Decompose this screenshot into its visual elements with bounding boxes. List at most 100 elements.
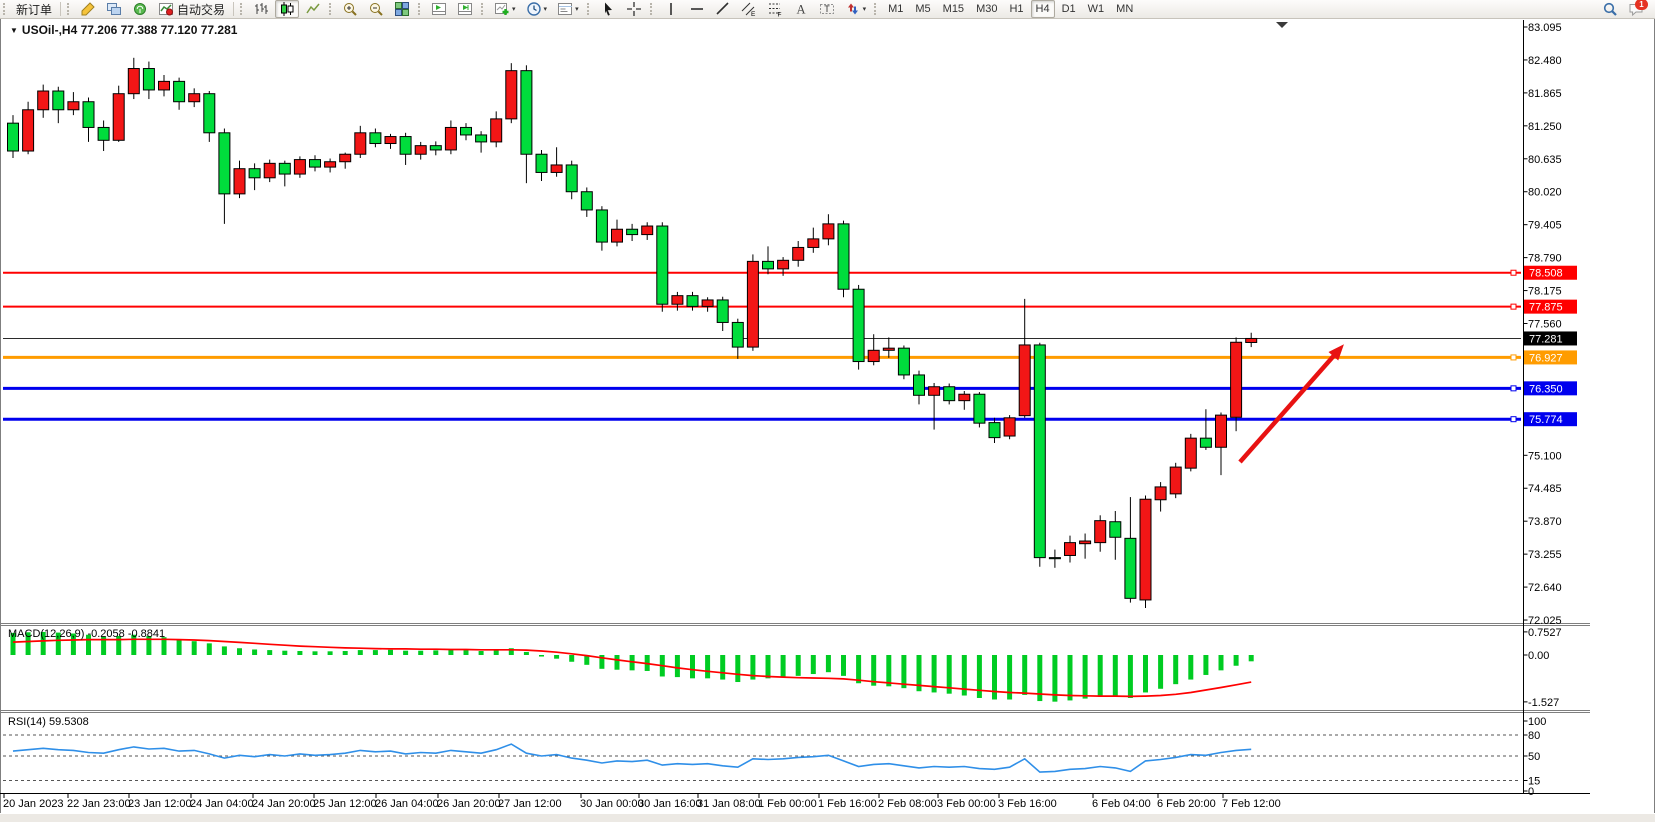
periods-clock-button[interactable]: ▾ — [522, 0, 552, 18]
resistance-line-2-handle[interactable] — [1510, 303, 1517, 310]
toolbar-left-groups: 新订单 自动交易 ▾ ▾ ▾ E F A T ▾ M1 M5 M15 M30 H1 H4 D1 W1 MN — [0, 0, 1139, 18]
new-order-button-label: 新订单 — [16, 2, 53, 17]
search-button[interactable] — [1598, 0, 1622, 18]
trendline-icon — [715, 1, 731, 17]
autotrading-button[interactable]: 自动交易 — [154, 0, 229, 18]
objects-window-button[interactable] — [453, 0, 477, 18]
timeframe-mn-button[interactable]: MN — [1116, 3, 1134, 15]
svg-text:26 Jan 20:00: 26 Jan 20:00 — [437, 798, 501, 810]
svg-text:83.095: 83.095 — [1528, 22, 1562, 34]
dropdown-caret-icon[interactable]: ▾ — [543, 6, 548, 13]
cursor-button[interactable] — [596, 0, 620, 18]
zoom-in-icon — [342, 1, 358, 17]
toolbar-grip — [874, 3, 878, 15]
dropdown-caret-icon[interactable]: ▾ — [575, 6, 579, 13]
chart-plot-area[interactable] — [3, 21, 1521, 794]
objects-window-icon — [457, 1, 473, 17]
indicators-window-icon — [431, 1, 447, 17]
chat-button[interactable]: 1 — [1624, 0, 1648, 18]
svg-text:77.875: 77.875 — [1529, 302, 1563, 314]
svg-text:81.250: 81.250 — [1528, 121, 1562, 133]
svg-text:27 Jan 12:00: 27 Jan 12:00 — [498, 798, 562, 810]
svg-text:30 Jan 00:00: 30 Jan 00:00 — [580, 798, 644, 810]
timeframe-d1-button[interactable]: D1 — [1061, 3, 1076, 15]
add-indicator-icon — [494, 1, 510, 17]
arrows-button[interactable]: ▾ — [841, 0, 871, 18]
svg-text:0: 0 — [1528, 786, 1534, 798]
svg-text:75.100: 75.100 — [1528, 450, 1562, 462]
metaeditor-button[interactable] — [76, 0, 100, 18]
cursor-icon — [600, 1, 616, 17]
trendline-button[interactable] — [711, 0, 735, 18]
line-chart-button[interactable] — [301, 0, 325, 18]
timeframe-h4-button[interactable]: H4 — [1030, 0, 1055, 18]
toolbar-grip — [240, 3, 244, 15]
toolbar-grip — [329, 3, 333, 15]
price-axis: 83.095 82.480 81.865 81.250 80.635 80.020 79.4… — [0, 20, 1590, 798]
crosshair-icon — [626, 1, 642, 17]
indicators-window-button[interactable] — [427, 0, 451, 18]
timeframe-m1-button[interactable]: M1 — [888, 3, 904, 15]
zoom-in-button[interactable] — [338, 0, 362, 18]
bar-chart-button[interactable] — [249, 0, 273, 18]
svg-text:26 Jan 04:00: 26 Jan 04:00 — [375, 798, 439, 810]
strategy-tester-icon — [132, 1, 148, 17]
metaeditor-icon — [80, 1, 96, 17]
horizontal-line-icon — [689, 1, 705, 17]
rsi-panel — [3, 734, 1521, 781]
resistance-line-1-handle[interactable] — [1510, 269, 1517, 276]
add-indicator-button[interactable]: ▾ — [490, 0, 520, 18]
svg-text:73.255: 73.255 — [1528, 549, 1562, 561]
horizontal-level-lines[interactable] — [3, 269, 1521, 423]
timeframe-h1-button[interactable]: H1 — [1009, 3, 1024, 15]
symbol-expand-icon[interactable]: ▼ — [10, 26, 18, 35]
arrow-annotation[interactable] — [1238, 344, 1344, 464]
svg-text:31 Jan 08:00: 31 Jan 08:00 — [697, 798, 761, 810]
timeframe-m15-button[interactable]: M15 — [942, 3, 965, 15]
timeframe-m5-button[interactable]: M5 — [915, 3, 931, 15]
dropdown-caret-icon[interactable]: ▾ — [862, 6, 867, 13]
text-button[interactable]: A — [789, 0, 813, 18]
zoom-out-button[interactable] — [364, 0, 388, 18]
toolbar-grip — [586, 3, 591, 15]
svg-text:2 Feb 08:00: 2 Feb 08:00 — [878, 798, 937, 810]
support-line-2-price-label — [1524, 381, 1577, 396]
support-line-2-handle[interactable] — [1510, 385, 1517, 392]
new-order-button[interactable]: 新订单 — [12, 0, 56, 18]
svg-text:76.927: 76.927 — [1529, 352, 1563, 364]
horizontal-line-button[interactable] — [685, 0, 709, 18]
toolbar-grip — [481, 3, 485, 15]
svg-text:77.560: 77.560 — [1528, 319, 1562, 331]
dropdown-caret-icon[interactable]: ▾ — [512, 6, 516, 13]
toolbar-separator — [233, 2, 235, 16]
fibonacci-button[interactable]: F — [763, 0, 787, 18]
svg-text:1 Feb 00:00: 1 Feb 00:00 — [758, 798, 817, 810]
periods-clock-icon — [526, 1, 542, 17]
candlestick-chart-button[interactable] — [275, 0, 300, 18]
strategy-tester-button[interactable] — [128, 0, 152, 18]
svg-text:25 Jan 12:00: 25 Jan 12:00 — [313, 798, 377, 810]
svg-text:1 Feb 16:00: 1 Feb 16:00 — [818, 798, 877, 810]
terminal-button[interactable] — [102, 0, 126, 18]
vertical-line-button[interactable] — [659, 0, 683, 18]
svg-text:0.7527: 0.7527 — [1528, 627, 1562, 639]
toolbar-grip — [3, 3, 7, 15]
timeframe-w1-button[interactable]: W1 — [1087, 3, 1105, 15]
svg-text:75.774: 75.774 — [1529, 414, 1563, 426]
crosshair-button[interactable] — [622, 0, 646, 18]
templates-button[interactable]: ▾ — [553, 0, 583, 18]
vertical-line-icon — [663, 1, 679, 17]
support-line-1-handle[interactable] — [1510, 354, 1517, 361]
support-line-3-handle[interactable] — [1510, 416, 1517, 423]
tile-windows-button[interactable] — [390, 0, 414, 18]
toolbar-right-groups: 1 — [1597, 0, 1649, 18]
chat-badge: 1 — [1635, 0, 1648, 10]
templates-icon — [557, 1, 573, 17]
timeframe-m30-button[interactable]: M30 — [976, 3, 998, 15]
text-label-button[interactable]: T — [815, 0, 839, 18]
chart-shift-marker-icon[interactable] — [1276, 22, 1288, 28]
equidistant-channel-button[interactable]: E — [737, 0, 761, 18]
resistance-line-2-price-label — [1524, 299, 1577, 314]
